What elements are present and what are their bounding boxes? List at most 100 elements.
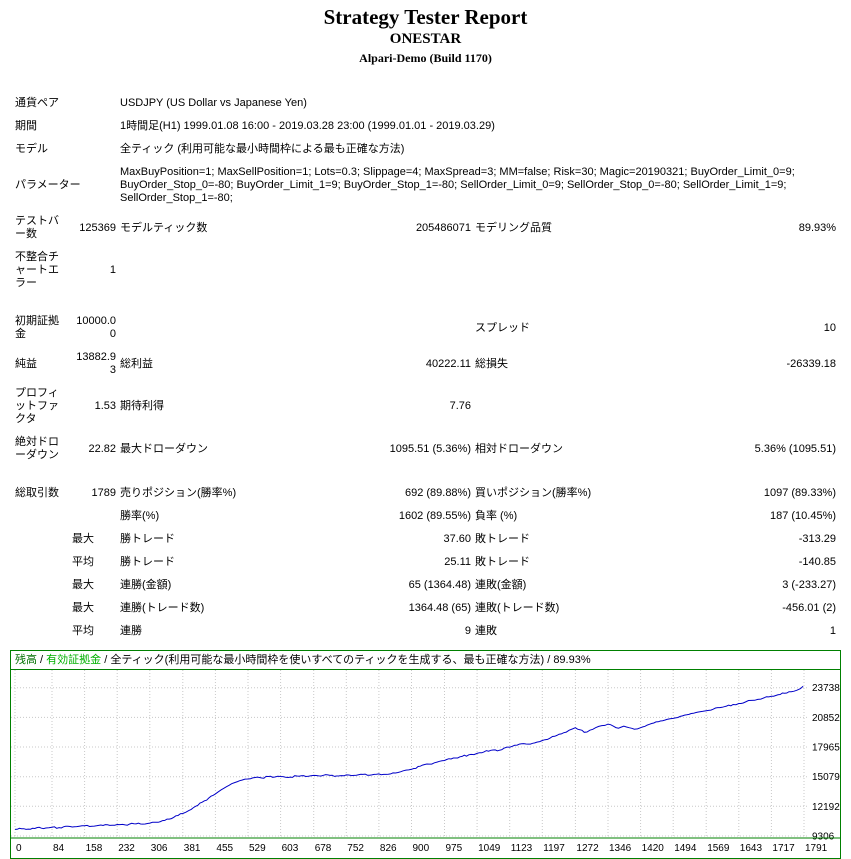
report-label: 平均 bbox=[72, 556, 94, 568]
report-value: 1 bbox=[829, 625, 837, 637]
y-axis-label: 17965 bbox=[812, 743, 840, 754]
report-label: スプレッド bbox=[475, 321, 530, 334]
report-value: -140.85 bbox=[798, 556, 837, 568]
report-value: 125369 bbox=[79, 221, 116, 234]
report-value: 3 (-233.27) bbox=[782, 579, 837, 591]
report-value: -26339.18 bbox=[786, 357, 837, 370]
y-axis-label: 15079 bbox=[812, 772, 840, 783]
report-label: MaxBuyPosition=1; MaxSellPosition=1; Lot… bbox=[120, 166, 795, 204]
report-value: 5.36% (1095.51) bbox=[754, 442, 837, 455]
report-row: プロフィットファクタ 1.53 期待利得 7.76 bbox=[13, 382, 838, 431]
balance-chart: 残高 / 有効証拠金 / 全ティック(利用可能な最小時間枠を使いすべてのティック… bbox=[10, 650, 841, 859]
report-value: -313.29 bbox=[798, 533, 837, 545]
report-row: 最大 勝トレード 37.60 敗トレード -313.29 bbox=[13, 528, 838, 551]
report-row: 通貨ペア USDJPY (US Dollar vs Japanese Yen) bbox=[13, 92, 838, 115]
report-label: モデル bbox=[15, 143, 48, 155]
report-row: テストバー数 125369 モデルティック数 205486071 モデリング品質 89.9… bbox=[13, 210, 838, 246]
report-value: 1364.48 (65) bbox=[408, 602, 471, 614]
x-axis-label: 1569 bbox=[707, 843, 730, 854]
x-axis-label: 1791 bbox=[805, 843, 828, 854]
report-label: 平均 bbox=[72, 625, 94, 637]
page-title: Strategy Tester Report bbox=[323, 5, 528, 29]
x-axis-label: 306 bbox=[151, 843, 168, 854]
report-value: 40222.11 bbox=[425, 357, 471, 370]
report-row: 平均 勝トレード 25.11 敗トレード -140.85 bbox=[13, 551, 838, 574]
y-axis-label: 12192 bbox=[812, 802, 840, 813]
report-label: 連勝(トレード数) bbox=[120, 602, 205, 614]
report-label: 1時間足(H1) 1999.01.08 16:00 - 2019.03.28 2… bbox=[120, 120, 495, 132]
x-axis-label: 752 bbox=[347, 843, 364, 854]
report-label: 連勝(金額) bbox=[120, 579, 172, 591]
report-label: 期待利得 bbox=[120, 400, 164, 412]
report-label: 初期証拠金 bbox=[15, 315, 59, 340]
report-row: 初期証拠金 10000.00 スプレッド 10 bbox=[13, 310, 838, 346]
report-label: 連敗 bbox=[475, 625, 497, 637]
x-axis-label: 900 bbox=[413, 843, 430, 854]
report-label: 敗トレード bbox=[475, 533, 530, 545]
chart-legend: 残高 / 有効証拠金 / 全ティック(利用可能な最小時間枠を使いすべてのティック… bbox=[11, 651, 840, 670]
x-axis-label: 232 bbox=[118, 843, 135, 854]
report-value: 1602 (89.55%) bbox=[398, 510, 471, 522]
report-label: 相対ドローダウン bbox=[475, 442, 563, 455]
report-label: 期間 bbox=[15, 120, 37, 132]
report-label: テストバー数 bbox=[15, 215, 59, 240]
report-label: 総損失 bbox=[475, 357, 508, 370]
x-axis-label: 678 bbox=[315, 843, 332, 854]
report-value: 205486071 bbox=[415, 221, 471, 234]
server-build: Alpari-Demo (Build 1170) bbox=[359, 51, 492, 65]
report-value: 187 (10.45%) bbox=[769, 510, 837, 522]
report-value: 89.93% bbox=[798, 221, 837, 234]
report-label: 総取引数 bbox=[15, 487, 59, 499]
report-row: モデル 全ティック (利用可能な最小時間枠による最も正確な方法) bbox=[13, 138, 838, 161]
report-value: 10000.00 bbox=[76, 315, 116, 340]
report-row: パラメーター MaxBuyPosition=1; MaxSellPosition=… bbox=[13, 161, 838, 210]
report-label: 通貨ペア bbox=[15, 97, 59, 109]
report-row: 最大 連勝(金額) 65 (1364.48) 連敗(金額) 3 (-233.27) bbox=[13, 574, 838, 597]
report-label bbox=[70, 505, 118, 528]
x-axis-label: 381 bbox=[184, 843, 201, 854]
x-axis-label: 84 bbox=[53, 843, 65, 854]
report-table: 通貨ペア USDJPY (US Dollar vs Japanese Yen) 期間… bbox=[13, 92, 838, 643]
report-label: 最大 bbox=[72, 602, 94, 614]
spacer-cell bbox=[13, 295, 838, 310]
separator: / bbox=[101, 654, 111, 666]
report-label: 売りポジション(勝率%) bbox=[120, 487, 237, 499]
separator: / bbox=[544, 654, 554, 666]
report-value: 37.60 bbox=[443, 533, 471, 545]
x-axis-label: 1272 bbox=[576, 843, 599, 854]
balance-label: 残高 bbox=[15, 654, 37, 666]
report-row: 最大 連勝(トレード数) 1364.48 (65) 連敗(トレード数) -456.01 … bbox=[13, 597, 838, 620]
x-axis-label: 826 bbox=[380, 843, 397, 854]
report-label bbox=[13, 551, 70, 574]
y-axis-label: 9306 bbox=[812, 832, 835, 843]
report-label: 最大 bbox=[72, 579, 94, 591]
report-label: 負率 (%) bbox=[475, 510, 518, 522]
report-value: -456.01 (2) bbox=[782, 602, 837, 614]
report-label: 連敗(トレード数) bbox=[475, 602, 560, 614]
x-axis-label: 455 bbox=[216, 843, 233, 854]
report-label: プロフィットファクタ bbox=[15, 387, 59, 425]
report-header: Strategy Tester Report ONESTAR Alpari-De… bbox=[0, 0, 851, 65]
report-label: モデリング品質 bbox=[475, 221, 552, 234]
report-row: 平均 連勝 9 連敗 1 bbox=[13, 620, 838, 643]
report-label: 勝トレード bbox=[120, 533, 175, 545]
balance-line bbox=[14, 685, 804, 830]
quality-label: 89.93% bbox=[553, 654, 591, 666]
report-label: 全ティック (利用可能な最小時間枠による最も正確な方法) bbox=[120, 143, 405, 155]
model-label: 全ティック(利用可能な最小時間枠を使いすべてのティックを生成する、最も正確な方法… bbox=[110, 654, 545, 666]
report-label: モデルティック数 bbox=[120, 221, 208, 234]
report-label bbox=[118, 246, 838, 295]
report-value: 1 bbox=[109, 264, 116, 276]
balance-chart-svg: 9306 12192 15079 17965 20852 23738 0 84 158 232 30… bbox=[11, 670, 840, 858]
report-label: 総利益 bbox=[120, 357, 153, 370]
report-label: USDJPY (US Dollar vs Japanese Yen) bbox=[120, 97, 307, 109]
x-axis-label: 1123 bbox=[511, 843, 533, 854]
report-value: 1095.51 (5.36%) bbox=[389, 442, 471, 455]
report-value: 65 (1364.48) bbox=[408, 579, 471, 591]
x-axis-label: 529 bbox=[249, 843, 266, 854]
x-axis-label: 0 bbox=[16, 843, 22, 854]
x-axis-label: 1643 bbox=[740, 843, 763, 854]
report-value: 1789 bbox=[91, 487, 116, 499]
x-axis-label: 1717 bbox=[772, 843, 795, 854]
